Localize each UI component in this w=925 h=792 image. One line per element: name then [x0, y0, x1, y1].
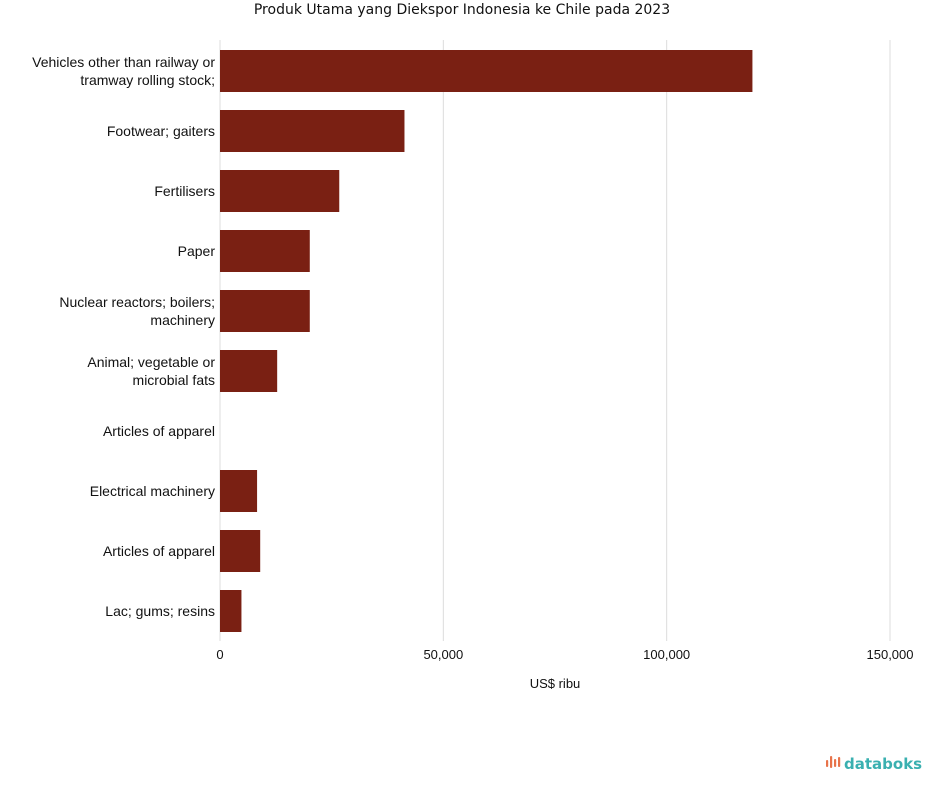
category-label: Fertilisers	[154, 183, 215, 199]
category-label-line: Lac; gums; resins	[105, 603, 215, 619]
category-label: Nuclear reactors; boilers; machinery	[59, 294, 215, 328]
category-label-line: Paper	[178, 243, 216, 259]
category-label: Electrical machinery	[90, 483, 215, 499]
bar	[220, 230, 310, 272]
category-label-line: Vehicles other than railway or	[32, 54, 215, 70]
bar	[220, 110, 405, 152]
logo-icon-bar	[834, 759, 837, 767]
databoks-logo-icon	[826, 756, 841, 768]
logo-icon-bar	[826, 760, 829, 767]
x-axis-title: US$ ribu	[530, 676, 581, 691]
category-label-line: Fertilisers	[154, 183, 215, 199]
databoks-logo: databoks	[826, 755, 922, 773]
bar	[220, 470, 258, 512]
category-label: Paper	[178, 243, 216, 259]
category-label-line: Electrical machinery	[90, 483, 215, 499]
bar	[220, 50, 753, 92]
databoks-logo-text: databoks	[844, 755, 922, 773]
category-label: Footwear; gaiters	[107, 123, 215, 139]
logo-icon-bar	[838, 757, 841, 767]
category-label: Animal; vegetable or microbial fats	[87, 354, 215, 388]
category-label-line: tramway rolling stock;	[80, 72, 215, 88]
category-label-line: Nuclear reactors; boilers;	[59, 294, 215, 310]
chart-title: Produk Utama yang Diekspor Indonesia ke …	[254, 2, 670, 18]
category-label-line: Articles of apparel	[103, 423, 215, 439]
bar	[220, 170, 340, 212]
x-tick-label: 100,000	[643, 647, 690, 662]
category-label-line: machinery	[150, 312, 215, 328]
category-label: Vehicles other than railway or tramway ro…	[32, 54, 215, 88]
bar	[220, 530, 261, 572]
bar	[220, 350, 278, 392]
logo-icon-bar	[830, 756, 833, 768]
category-label-line: Articles of apparel	[103, 543, 215, 559]
bars	[220, 50, 753, 632]
x-tick-label: 150,000	[867, 647, 914, 662]
category-label: Articles of apparel	[103, 543, 215, 559]
x-tick-labels: 0 50,000 100,000 150,000	[216, 647, 913, 662]
category-labels: Vehicles other than railway or tramway ro…	[32, 54, 215, 619]
category-label-line: Animal; vegetable or	[87, 354, 215, 370]
x-tick-label: 0	[216, 647, 223, 662]
bar	[220, 590, 242, 632]
category-label-line: Footwear; gaiters	[107, 123, 215, 139]
category-label: Articles of apparel	[103, 423, 215, 439]
category-label-line: microbial fats	[133, 372, 215, 388]
bar	[220, 290, 310, 332]
category-label: Lac; gums; resins	[105, 603, 215, 619]
x-tick-label: 50,000	[423, 647, 463, 662]
